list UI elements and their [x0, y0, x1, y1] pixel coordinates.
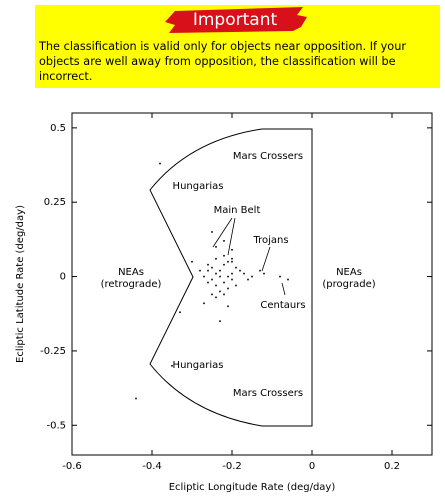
point: [227, 305, 229, 308]
point: [215, 257, 217, 260]
point: [287, 278, 289, 281]
point: [171, 364, 173, 367]
point: [211, 278, 213, 281]
notice-heading: Important: [193, 10, 278, 30]
point: [207, 269, 209, 272]
plot-frame: [71, 112, 433, 456]
point: [235, 284, 237, 287]
point: [263, 272, 265, 275]
annotation: Main Belt: [214, 205, 261, 216]
notice-text: The classification is valid only for obj…: [39, 40, 407, 83]
region-boundary: [149, 128, 313, 427]
arrow: [227, 217, 236, 256]
arrow: [281, 282, 286, 296]
point: [211, 266, 213, 269]
annotation: NEAs: [118, 267, 144, 278]
point: [219, 269, 221, 272]
x-tick-label: -0.2: [222, 461, 242, 472]
point: [215, 272, 217, 275]
x-axis-label: Ecliptic Longitude Rate (deg/day): [169, 482, 336, 493]
point: [243, 272, 245, 275]
x-tick-label: -0.6: [62, 461, 82, 472]
point: [235, 266, 237, 269]
notice-box: Important The classification is valid on…: [35, 5, 440, 88]
point: [219, 275, 221, 278]
annotation: (retrograde): [101, 279, 162, 290]
point: [207, 263, 209, 266]
point: [239, 269, 241, 272]
point: [211, 293, 213, 296]
point: [219, 290, 221, 293]
annotation: Hungarias: [173, 360, 224, 371]
y-tick-label: 0.5: [50, 123, 66, 134]
annotation: Centaurs: [260, 300, 305, 311]
y-tick-label: 0: [60, 272, 66, 283]
banner-brush: [165, 7, 307, 33]
point: [251, 275, 253, 278]
point: [223, 293, 225, 296]
point: [279, 275, 281, 278]
point: [259, 269, 261, 272]
point: [231, 278, 233, 281]
point: [223, 281, 225, 284]
point: [203, 275, 205, 278]
point: [231, 260, 233, 263]
point: [227, 287, 229, 290]
point: [203, 302, 205, 305]
point: [215, 284, 217, 287]
point: [227, 260, 229, 263]
x-tick-label: 0: [309, 461, 315, 472]
point: [191, 260, 193, 263]
point: [227, 275, 229, 278]
point: [159, 162, 161, 165]
point: [247, 278, 249, 281]
arrow: [261, 246, 271, 272]
y-tick-label: -0.5: [46, 420, 66, 431]
y-axis-label: Ecliptic Latitude Rate (deg/day): [15, 205, 26, 363]
point: [199, 269, 201, 272]
arrow: [212, 217, 233, 248]
point: [231, 257, 233, 260]
point: [223, 263, 225, 266]
point: [223, 254, 225, 257]
point: [211, 231, 213, 233]
point: [231, 272, 233, 275]
annotation: Hungarias: [173, 181, 224, 192]
point: [135, 397, 137, 400]
point: [207, 281, 209, 284]
point: [223, 240, 225, 242]
annotation: (prograde): [322, 279, 375, 290]
point: [179, 311, 181, 314]
x-tick-label: 0.2: [384, 461, 400, 472]
arrows: [212, 217, 286, 296]
chart: Ecliptic Longitude Rate (deg/day) Eclipt…: [15, 112, 433, 493]
point: [219, 320, 221, 322]
point: [215, 246, 217, 248]
annotation: Trojans: [252, 235, 288, 246]
annotation: Mars Crossers: [233, 388, 303, 399]
y-tick-label: 0.25: [44, 197, 66, 208]
x-tick-label: -0.4: [142, 461, 162, 472]
point: [231, 249, 233, 251]
annotation: Mars Crossers: [233, 151, 303, 162]
annotation: NEAs: [336, 267, 362, 278]
banner: Important: [165, 7, 307, 33]
point: [215, 296, 217, 299]
y-tick-label: -0.25: [40, 346, 66, 357]
